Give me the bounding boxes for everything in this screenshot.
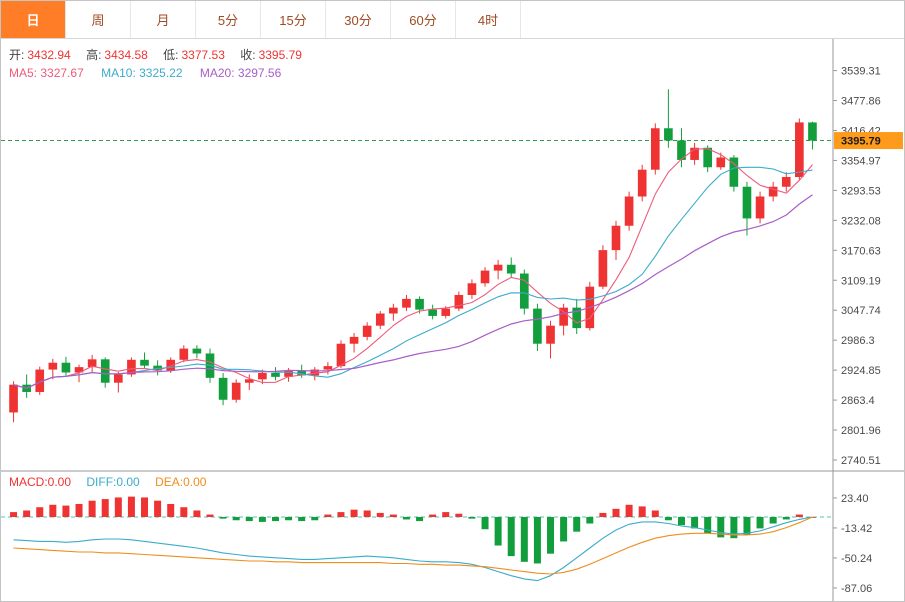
ma10-line xyxy=(13,166,813,389)
tab-30min[interactable]: 30分 xyxy=(326,1,391,38)
tab-15min[interactable]: 15分 xyxy=(261,1,326,38)
macd-axis-label: 23.40 xyxy=(841,493,869,505)
y-axis-label: 3354.97 xyxy=(841,155,881,167)
y-axis-label: 2801.96 xyxy=(841,425,881,437)
macd-readout: MACD:0.00 DIFF:0.00 DEA:0.00 xyxy=(9,475,218,489)
y-axis-label: 3539.31 xyxy=(841,66,881,78)
macd-value: MACD:0.00 xyxy=(9,475,72,489)
ma10-readout: MA10: 3325.22 xyxy=(101,66,183,80)
high-value: 3434.58 xyxy=(104,48,148,62)
ohlc-readout: 开: 3432.94 高: 3434.58 低: 3377.53 收: 3395.79 xyxy=(9,48,314,62)
y-axis-label: 3232.08 xyxy=(841,215,881,227)
y-axis-label: 2863.4 xyxy=(841,395,875,407)
ma5-readout: MA5: 3327.67 xyxy=(9,66,84,80)
high-label: 高: xyxy=(86,48,102,62)
y-axis-label: 3170.63 xyxy=(841,245,881,257)
close-label: 收: xyxy=(240,48,256,62)
ma20-readout: MA20: 3297.56 xyxy=(199,66,282,80)
y-axis-label: 3477.86 xyxy=(841,96,881,108)
tab-5min[interactable]: 5分 xyxy=(196,1,261,38)
ma20-line xyxy=(13,194,813,389)
macd-histogram xyxy=(10,496,816,564)
dea-line xyxy=(13,516,813,575)
tab-60min[interactable]: 60分 xyxy=(391,1,456,38)
current-price-tag-label: 3395.79 xyxy=(841,136,881,148)
y-axis-label: 2924.85 xyxy=(841,365,881,377)
macd-axis-label: -87.06 xyxy=(841,583,872,595)
chart-area: 3539.31 3477.86 3416.42 3354.97 3293.53 3232.… xyxy=(1,39,904,601)
diff-value: DIFF:0.00 xyxy=(86,475,140,489)
y-axis-label: 3293.53 xyxy=(841,185,881,197)
y-axis-label: 2740.51 xyxy=(841,455,881,467)
y-axis-label: 3047.74 xyxy=(841,305,881,317)
timeframe-toolbar: 日 周 月 5分 15分 30分 60分 4时 xyxy=(1,1,904,39)
macd-axis-label: -50.24 xyxy=(841,553,872,565)
kline-chart[interactable]: 3539.313477.863416.423354.973293.533232.… xyxy=(1,39,904,601)
tab-day[interactable]: 日 xyxy=(1,1,66,38)
ma5-line xyxy=(13,148,813,389)
ma-readout: MA5: 3327.67 MA10: 3325.22 MA20: 3297.56 xyxy=(9,66,295,80)
y-axis-label: 2986.3 xyxy=(841,335,875,347)
macd-axis-label: -13.42 xyxy=(841,523,872,535)
low-label: 低: xyxy=(163,48,179,62)
tab-month[interactable]: 月 xyxy=(131,1,196,38)
diff-line xyxy=(13,516,813,582)
open-label: 开: xyxy=(9,48,25,62)
y-axis-label: 3109.19 xyxy=(841,275,881,287)
tab-week[interactable]: 周 xyxy=(66,1,131,38)
current-price-tag xyxy=(834,132,903,150)
low-value: 3377.53 xyxy=(181,48,225,62)
dea-value: DEA:0.00 xyxy=(155,475,207,489)
open-value: 3432.94 xyxy=(27,48,71,62)
close-value: 3395.79 xyxy=(258,48,302,62)
tab-4hour[interactable]: 4时 xyxy=(456,1,521,38)
